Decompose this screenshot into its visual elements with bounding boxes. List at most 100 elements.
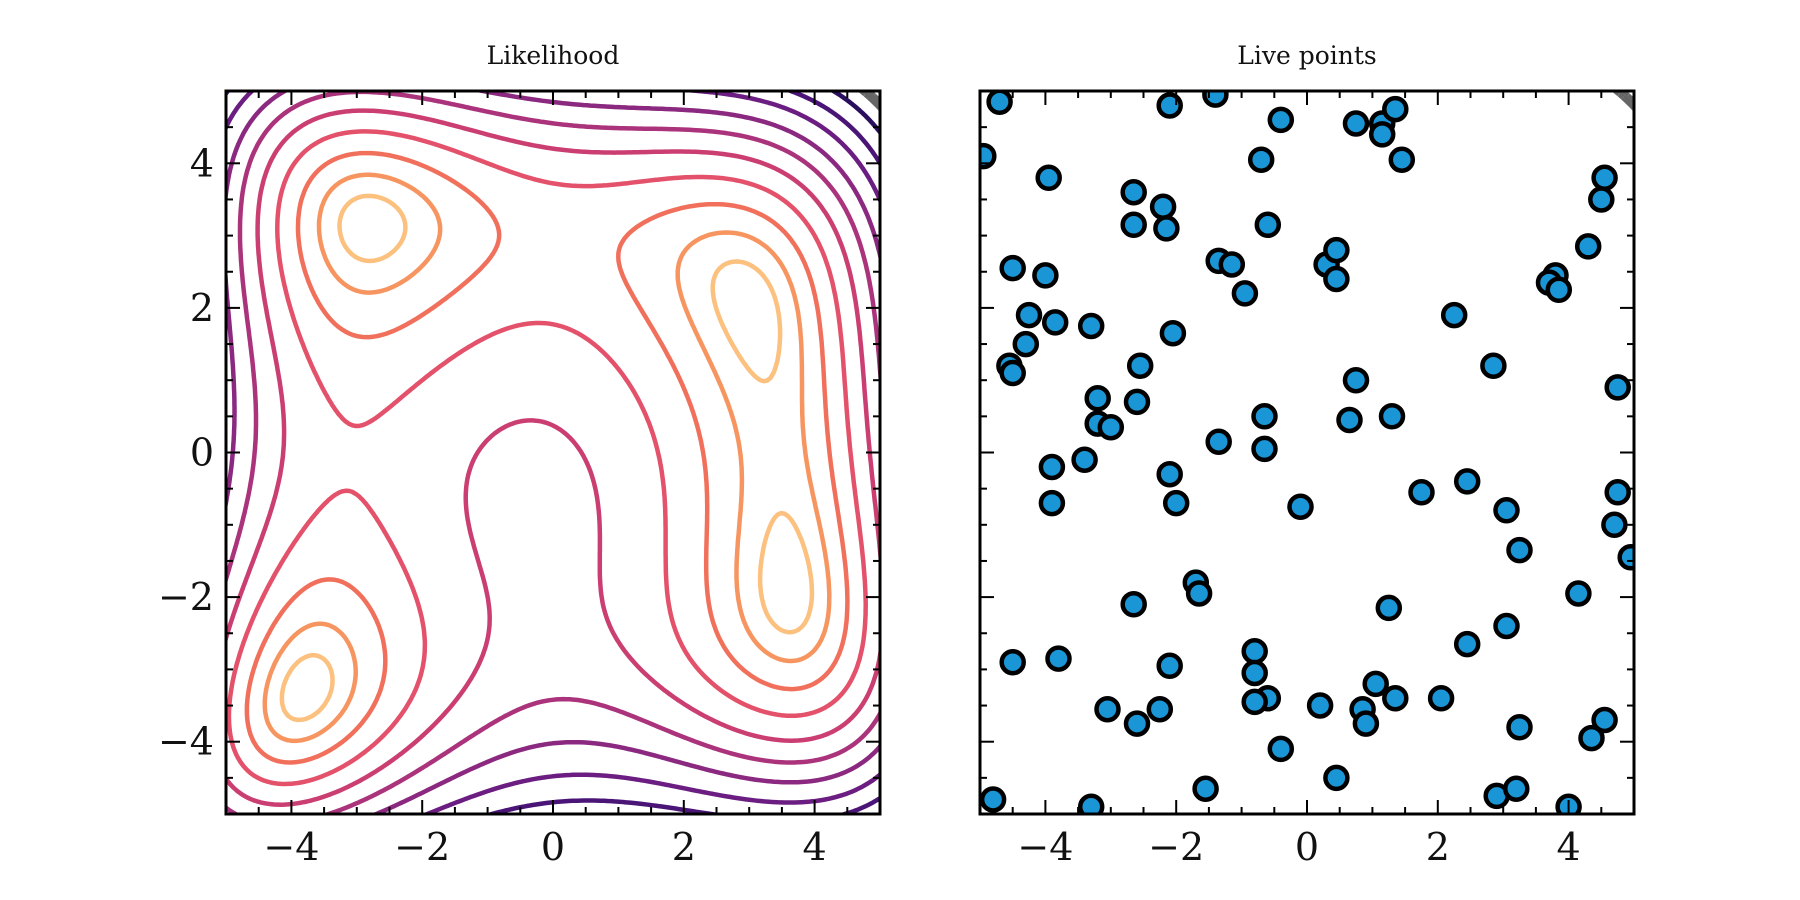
contour-level-5 <box>226 91 880 814</box>
contour-level-1 <box>828 91 880 136</box>
live-point-3 <box>1202 91 1229 108</box>
x-tick-label: −2 <box>394 825 450 869</box>
live-point-55 <box>1156 460 1183 488</box>
live-point-59 <box>1038 489 1066 517</box>
live-point-4 <box>1267 106 1295 134</box>
live-point-28 <box>1323 265 1350 293</box>
live-point-25 <box>1231 280 1259 307</box>
contour-level-2 <box>226 91 880 814</box>
live-point-24 <box>1218 251 1246 278</box>
live-point-83 <box>1382 685 1409 712</box>
live-points-panel: Live points −4 −2 0 2 4 <box>978 41 1636 869</box>
likelihood-panel: Likelihood −4 −2 0 2 4 −4 −2 0 2 4 <box>158 41 882 869</box>
live-point-78 <box>1362 670 1389 698</box>
live-point-45 <box>1123 388 1151 416</box>
live-point-62 <box>1493 497 1520 524</box>
live-point-74 <box>999 648 1026 676</box>
contour-level-8 <box>244 150 850 765</box>
live-point-61 <box>1287 493 1314 520</box>
live-point-96 <box>1503 775 1530 802</box>
live-point-56 <box>1453 468 1481 495</box>
live-point-73 <box>1241 638 1268 665</box>
live-point-81 <box>1306 692 1334 719</box>
live-point-35 <box>1159 319 1187 347</box>
live-point-11 <box>980 142 997 170</box>
live-points-ticks <box>979 90 1635 815</box>
live-point-75 <box>1045 645 1072 672</box>
live-point-69 <box>1120 591 1147 618</box>
live-point-27 <box>1323 236 1350 264</box>
x-tick-label: 4 <box>803 825 827 869</box>
live-points-plot-area <box>980 91 1634 814</box>
live-point-48 <box>1251 403 1278 430</box>
live-point-98 <box>1077 793 1105 814</box>
live-point-12 <box>1035 164 1062 192</box>
live-point-60 <box>1162 489 1190 517</box>
x-tick-label: −4 <box>1017 825 1073 869</box>
live-point-18 <box>1591 164 1618 192</box>
contour-level-9 <box>262 172 832 744</box>
live-point-44 <box>1084 385 1111 412</box>
live-point-34 <box>1077 312 1105 340</box>
live-point-89 <box>1506 713 1533 741</box>
live-point-8 <box>1368 121 1396 148</box>
x-tick-label: 0 <box>1295 825 1319 869</box>
live-point-41 <box>1480 352 1507 379</box>
live-point-70 <box>1375 594 1403 622</box>
x-tick-label: 2 <box>1426 825 1450 869</box>
live-point-39 <box>999 359 1026 387</box>
live-point-5 <box>1342 110 1370 137</box>
live-point-94 <box>1192 775 1219 802</box>
x-tick-label: −4 <box>263 825 319 869</box>
y-tick-label: 0 <box>190 431 214 475</box>
contour-level-6 <box>226 108 880 807</box>
live-point-42 <box>1342 366 1370 394</box>
y-tick-label: −4 <box>158 720 214 764</box>
live-point-19 <box>1588 186 1615 213</box>
live-point-63 <box>1601 511 1628 539</box>
likelihood-plot-area <box>226 91 880 814</box>
live-point-57 <box>1604 479 1631 506</box>
live-point-2 <box>1156 92 1183 119</box>
live-point-88 <box>1352 710 1380 737</box>
y-tick-label: −2 <box>158 575 214 619</box>
live-point-13 <box>1120 178 1147 206</box>
live-points-title: Live points <box>1237 41 1377 70</box>
live-point-43 <box>1604 374 1631 401</box>
x-tick-label: 4 <box>1557 825 1581 869</box>
live-point-86 <box>1146 695 1174 723</box>
likelihood-isocontour <box>857 91 880 113</box>
live-point-93 <box>1323 764 1350 792</box>
live-point-49 <box>1336 406 1363 434</box>
live-point-92 <box>1267 735 1295 763</box>
likelihood-ticks <box>225 90 881 815</box>
live-point-90 <box>1591 706 1618 734</box>
live-point-17 <box>1254 211 1282 239</box>
live-points-tick-labels: −4 −2 0 2 4 <box>1017 825 1580 869</box>
live-point-58 <box>1408 479 1435 506</box>
live-point-20 <box>1574 233 1602 260</box>
live-point-65 <box>1506 536 1533 564</box>
live-point-36 <box>1012 330 1040 358</box>
live-point-71 <box>1493 612 1520 640</box>
live-point-16 <box>1153 215 1180 242</box>
live-points-isocontour <box>1611 91 1634 113</box>
contour-level-10 <box>279 193 815 723</box>
live-point-7 <box>1382 95 1409 123</box>
x-tick-label: 2 <box>672 825 696 869</box>
live-point-10 <box>1247 146 1275 173</box>
live-point-1 <box>986 91 1013 116</box>
live-point-85 <box>1094 695 1121 723</box>
live-point-51 <box>1205 428 1232 455</box>
live-point-14 <box>1149 193 1177 220</box>
live-point-21 <box>999 254 1026 282</box>
live-point-68 <box>1565 580 1592 607</box>
live-point-67 <box>1185 580 1213 607</box>
live-point-40 <box>1126 352 1154 379</box>
live-point-87 <box>1123 710 1151 737</box>
live-point-9 <box>1388 146 1416 173</box>
live-point-64 <box>1617 544 1634 571</box>
live-point-32 <box>1015 301 1043 329</box>
live-point-91 <box>1578 724 1605 752</box>
